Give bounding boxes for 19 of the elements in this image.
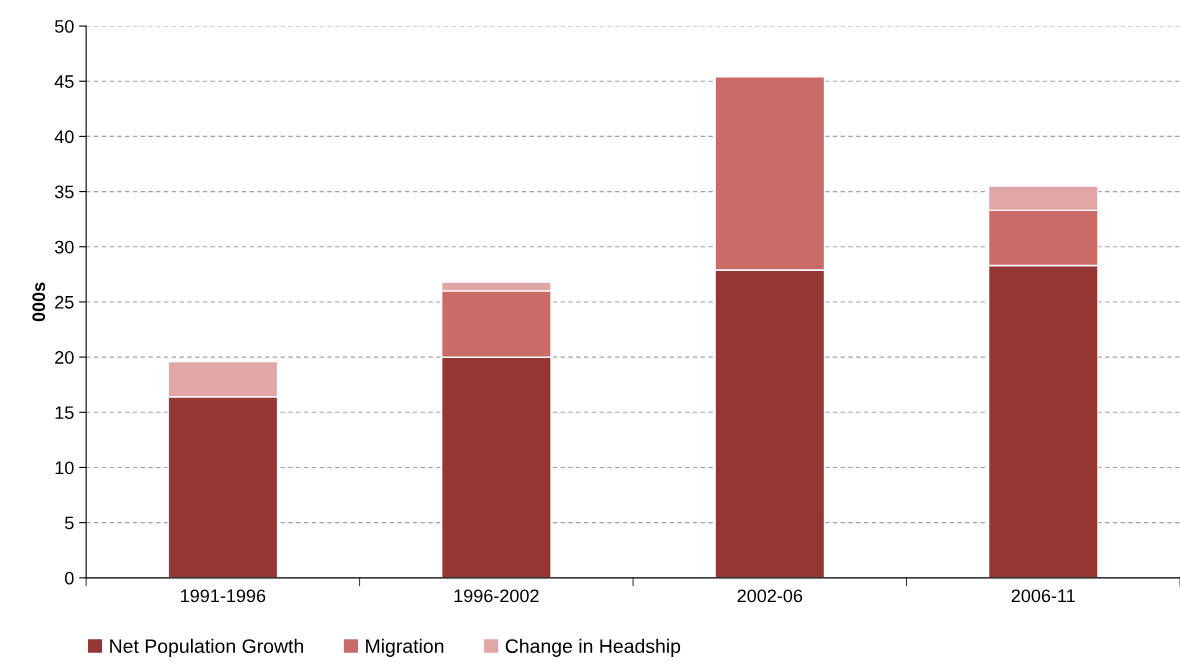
legend-label: Net Population Growth: [110, 638, 303, 657]
y-tick-label: 0: [65, 571, 74, 585]
y-tick-label: 35: [54, 185, 74, 199]
x-tick-label: 2002-06: [737, 589, 803, 603]
y-tick-label: 15: [55, 406, 74, 420]
y-tick-label: 40: [54, 130, 74, 144]
x-tick-label: 1991-1996: [181, 589, 266, 603]
y-tick-label: 20: [55, 351, 74, 364]
x-tick-label: 2006-11: [1011, 589, 1075, 603]
x-tick-label: 1996-2002: [454, 589, 539, 603]
y-tick-label: 10: [55, 461, 74, 475]
legend-label: Change in Headship: [505, 638, 681, 657]
y-tick-label: 45: [54, 75, 74, 88]
y-tick-label: 5: [65, 516, 74, 530]
legend-label: Migration: [366, 638, 444, 657]
y-axis-title: 000s: [32, 282, 46, 322]
y-tick-label: 50: [54, 19, 74, 33]
y-tick-label: 25: [55, 295, 74, 309]
y-tick-label: 30: [54, 240, 74, 254]
